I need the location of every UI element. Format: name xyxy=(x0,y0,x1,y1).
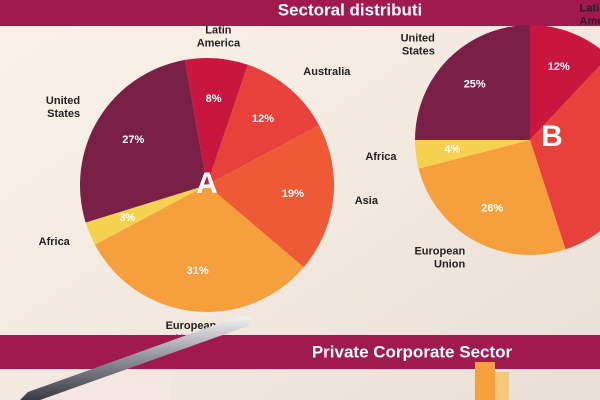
category-label: Africa xyxy=(39,236,71,248)
category-label: Asia xyxy=(355,195,379,207)
value-label: 12% xyxy=(548,61,570,73)
pie-slice xyxy=(207,64,320,185)
header-title: Sectoral distributi xyxy=(278,0,423,19)
pie-slice xyxy=(80,59,207,223)
pie-slice xyxy=(530,65,600,250)
pie-slice xyxy=(184,58,248,185)
footer-title: Private Corporate Sector xyxy=(312,342,513,361)
pen xyxy=(20,316,252,400)
charts: 8% Latin America 12% Australia 19% Asia 31% Euro… xyxy=(39,2,600,345)
pie-slice xyxy=(207,125,334,268)
pie-slice xyxy=(530,25,600,140)
pie-slice xyxy=(415,140,530,169)
value-label: 3% xyxy=(119,212,135,224)
value-label: 4% xyxy=(444,144,460,156)
bar-fragment xyxy=(495,372,509,400)
value-label: 31% xyxy=(187,265,209,277)
pie-label: B xyxy=(541,120,563,153)
footer-band xyxy=(0,335,600,369)
pie-label: A xyxy=(196,167,218,200)
pie-slice xyxy=(418,140,566,255)
value-label: 25% xyxy=(464,79,486,91)
value-label: 26% xyxy=(481,202,503,214)
pie-slice xyxy=(415,25,530,140)
bar-fragment xyxy=(475,362,495,400)
category-label: Australia xyxy=(303,66,351,78)
value-label: 12% xyxy=(252,113,274,125)
value-label: 19% xyxy=(282,188,304,200)
value-label: 8% xyxy=(206,93,222,105)
category-label: United States xyxy=(46,95,80,120)
pie-slice xyxy=(94,185,304,313)
category-label: United States xyxy=(401,32,435,57)
pie-slice xyxy=(85,185,207,245)
category-label: Africa xyxy=(365,151,397,163)
header-band xyxy=(0,0,600,26)
value-label: 27% xyxy=(122,134,144,146)
